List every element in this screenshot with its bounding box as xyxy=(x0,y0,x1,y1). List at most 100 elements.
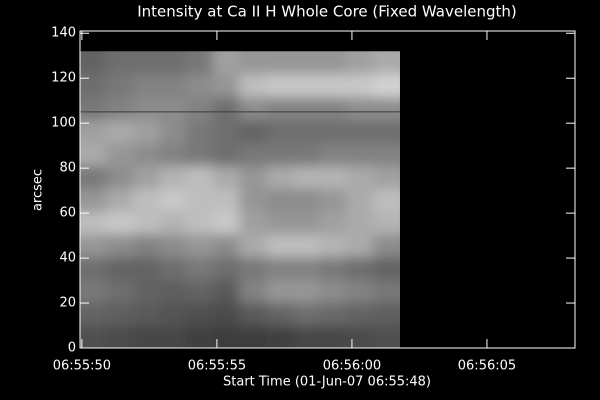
y-tick-label: 40 xyxy=(59,251,76,266)
heatmap-cell xyxy=(159,73,188,98)
heatmap-cell xyxy=(372,233,401,258)
heatmap-cell xyxy=(266,256,294,281)
heatmap-cell xyxy=(106,324,134,349)
heatmap-cell xyxy=(132,187,161,212)
heatmap-cell xyxy=(266,51,294,75)
heatmap-cell xyxy=(372,51,401,75)
heatmap-cell xyxy=(266,73,294,98)
heatmap-cell xyxy=(319,324,348,349)
heatmap-cell xyxy=(212,324,241,349)
heatmap-cell xyxy=(266,233,294,258)
heatmap-cell xyxy=(319,210,348,235)
heatmap-cell xyxy=(292,96,321,121)
y-tick-label: 140 xyxy=(51,26,76,41)
heatmap-cell xyxy=(212,142,241,166)
heatmap-cell xyxy=(80,96,107,121)
heatmap-cell xyxy=(346,119,374,144)
heatmap-cell xyxy=(292,51,321,75)
heatmap-cell xyxy=(212,210,241,235)
heatmap-cell xyxy=(319,187,348,212)
heatmap-cell xyxy=(266,301,294,326)
heatmap-cell xyxy=(106,119,134,144)
heatmap-cell xyxy=(372,301,401,326)
heatmap-cell xyxy=(292,256,321,281)
heatmap-cell xyxy=(212,187,241,212)
heatmap-cell xyxy=(319,256,348,281)
heatmap-cell xyxy=(186,73,214,98)
heatmap-cell xyxy=(212,73,241,98)
heatmap-cell xyxy=(292,301,321,326)
heatmap-cell xyxy=(239,324,268,349)
heatmap-cell xyxy=(346,142,374,166)
heatmap-cell xyxy=(159,233,188,258)
heatmap-cell xyxy=(159,210,188,235)
heatmap-cell xyxy=(106,210,134,235)
heatmap-cell xyxy=(292,142,321,166)
heatmap-cell xyxy=(132,256,161,281)
heatmap-cell xyxy=(106,73,134,98)
heatmap-cell xyxy=(80,73,107,98)
heatmap-cell xyxy=(319,142,348,166)
heatmap-cell xyxy=(372,256,401,281)
heatmap-cell xyxy=(319,279,348,303)
heatmap-cell xyxy=(186,324,214,349)
heatmap-cell xyxy=(346,279,374,303)
heatmap-cell xyxy=(106,256,134,281)
y-tick-label: 0 xyxy=(68,341,76,356)
heatmap-cell xyxy=(106,96,134,121)
heatmap-cell xyxy=(212,51,241,75)
heatmap-cell xyxy=(212,233,241,258)
y-tick-label: 100 xyxy=(51,116,76,131)
heatmap-cell xyxy=(212,119,241,144)
heatmap-cell xyxy=(319,301,348,326)
heatmap-cell xyxy=(239,256,268,281)
heatmap-cell xyxy=(346,324,374,349)
heatmap-cell xyxy=(132,233,161,258)
heatmap-cell xyxy=(132,119,161,144)
chart-title: Intensity at Ca II H Whole Core (Fixed W… xyxy=(137,3,516,21)
heatmap-cell xyxy=(239,210,268,235)
heatmap-cell xyxy=(239,142,268,166)
heatmap-cell xyxy=(346,210,374,235)
heatmap-cell xyxy=(266,324,294,349)
heatmap-cell xyxy=(266,119,294,144)
heatmap-cells xyxy=(80,51,401,349)
heatmap-cell xyxy=(292,279,321,303)
heatmap-cell xyxy=(372,119,401,144)
heatmap-cell xyxy=(239,96,268,121)
heatmap-cell xyxy=(186,256,214,281)
heatmap-cell xyxy=(346,187,374,212)
heatmap-cell xyxy=(212,96,241,121)
heatmap-cell xyxy=(292,187,321,212)
heatmap-cell xyxy=(186,164,214,189)
y-axis-label: arcsec xyxy=(31,169,46,211)
heatmap-cell xyxy=(186,119,214,144)
y-tick-label: 120 xyxy=(51,71,76,86)
heatmap-cell xyxy=(372,324,401,349)
heatmap-cell xyxy=(372,142,401,166)
heatmap-cell xyxy=(186,301,214,326)
heatmap-cell xyxy=(212,164,241,189)
heatmap-cell xyxy=(106,51,134,75)
heatmap-cell xyxy=(132,279,161,303)
heatmap-cell xyxy=(346,51,374,75)
heatmap-cell xyxy=(132,210,161,235)
heatmap-cell xyxy=(346,96,374,121)
heatmap-cell xyxy=(372,279,401,303)
heatmap-cell xyxy=(239,279,268,303)
heatmap-cell xyxy=(159,142,188,166)
heatmap-cell xyxy=(159,164,188,189)
heatmap-cell xyxy=(186,187,214,212)
heatmap-cell xyxy=(159,119,188,144)
heatmap-cell xyxy=(346,301,374,326)
heatmap-cell xyxy=(319,119,348,144)
heatmap-cell xyxy=(239,301,268,326)
heatmap-cell xyxy=(186,210,214,235)
heatmap-cell xyxy=(159,187,188,212)
heatmap-cell xyxy=(132,301,161,326)
heatmap-cell xyxy=(132,164,161,189)
heatmap-cell xyxy=(266,210,294,235)
heatmap-cell xyxy=(80,51,107,75)
heatmap-cell xyxy=(80,164,107,189)
